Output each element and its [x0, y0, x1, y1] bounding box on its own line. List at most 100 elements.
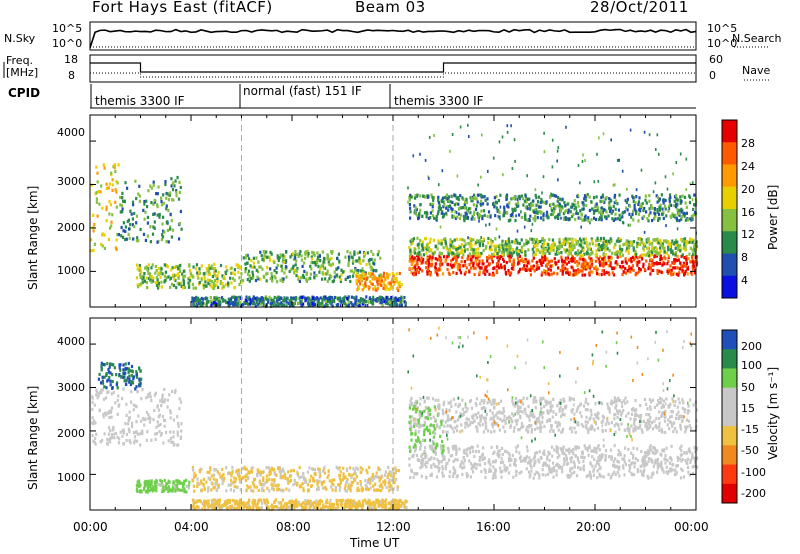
velocity-cell-r4	[693, 446, 696, 450]
power-cell-r6	[420, 248, 423, 252]
velocity-cell-r3	[219, 475, 222, 479]
power-cell-r5	[647, 267, 650, 271]
power-cell-r5	[598, 255, 602, 259]
power-cell-r5	[656, 269, 659, 273]
power-cell-r6	[474, 242, 477, 246]
velocity-cell-r2	[146, 488, 149, 492]
power-cell-r5	[645, 259, 648, 263]
velocity-cell-r0	[177, 443, 180, 447]
power-scatter-cell	[515, 214, 517, 218]
power-cell-r5	[603, 272, 606, 276]
power-scatter-cell	[690, 217, 693, 221]
velocity-cell-r0	[129, 400, 133, 404]
power-cell-r5	[505, 261, 508, 265]
power-cell-r5	[572, 269, 575, 273]
power-cell-r2	[154, 264, 157, 269]
power-cell-r5	[495, 262, 499, 266]
power-cell-r7	[577, 216, 580, 220]
velocity-cell-r4	[682, 475, 686, 479]
velocity-cell-r0	[110, 433, 113, 437]
velocity-cell-r0	[159, 399, 162, 403]
power-cell-r2	[141, 277, 144, 281]
power-cell-r0	[97, 190, 100, 194]
power-cell-r8	[352, 303, 355, 307]
power-cell-r8	[404, 301, 407, 305]
power-cell-r3	[319, 259, 322, 263]
velocity-cell-r2	[169, 488, 172, 492]
power-cell-r6	[596, 236, 599, 240]
power-cell-r7	[556, 215, 560, 219]
velocity-cell-r3	[272, 488, 275, 492]
power-cell-r1	[167, 240, 170, 244]
power-cell-r1	[144, 238, 147, 242]
power-scatter-cell	[534, 188, 537, 192]
velocity-cell-r4	[447, 447, 450, 451]
power-cell-r7	[450, 194, 453, 198]
power-cell-r7	[669, 195, 672, 199]
power-cell-r7	[536, 211, 539, 215]
power-cell-r2	[210, 285, 213, 289]
power-cell-r2	[213, 279, 216, 283]
power-cell-r2	[198, 270, 201, 274]
power-cell-r8	[386, 302, 389, 306]
power-cell-r3	[351, 274, 355, 278]
velocity-cell-r3	[239, 480, 242, 484]
power-cell-r4	[389, 286, 393, 290]
power-cell-r3	[261, 267, 264, 271]
power-cell-r3	[309, 272, 312, 276]
power-cell-r3	[361, 267, 364, 271]
power-cell-r6	[582, 237, 585, 241]
power-cell-r5	[560, 258, 563, 262]
power-cell-r8	[251, 302, 254, 306]
velocity-cell-r3	[344, 489, 347, 493]
power-cell-r7	[614, 199, 618, 203]
velocity-cell-r0	[100, 390, 103, 394]
power-cell-r5	[690, 256, 694, 260]
power-cell-r7	[462, 206, 465, 210]
velocity-cell-r0	[163, 398, 166, 402]
power-cell-r3	[362, 259, 365, 263]
nsky-trace	[89, 28, 697, 49]
power-cell-r5	[421, 260, 424, 264]
power-cell-r7	[511, 196, 514, 201]
velocity-cell-r3	[271, 487, 274, 491]
power-cell-r7	[590, 207, 594, 211]
power-cell-r3	[280, 264, 283, 268]
power-cell-r6	[531, 241, 534, 245]
velocity-cell-r0	[101, 388, 104, 392]
velocity-cell-r3	[355, 466, 358, 470]
power-cell-r5	[690, 272, 693, 276]
power-cell-r7	[472, 203, 475, 207]
velocity-cell-r0	[93, 419, 96, 423]
velocity-cell-r4	[429, 473, 432, 477]
power-scatter-cell	[584, 159, 586, 162]
power-cell-r7	[457, 202, 460, 206]
power-cell-r4	[397, 288, 400, 292]
power-cell-r1	[138, 184, 141, 188]
power-cell-r8	[401, 299, 404, 303]
velocity-cell-r0	[136, 390, 139, 394]
power-cell-r6	[565, 239, 568, 243]
velocity-cell-r4	[687, 470, 690, 474]
power-cell-r5	[464, 270, 467, 274]
power-cell-r3	[305, 271, 308, 275]
power-cell-r2	[217, 270, 220, 274]
power-cell-r6	[558, 240, 561, 244]
power-cell-r6	[447, 252, 450, 256]
power-cell-r3	[354, 268, 357, 272]
power-cell-r7	[613, 201, 616, 205]
power-cell-r5	[427, 258, 430, 262]
velocity-cell-r4	[472, 465, 476, 469]
power-cell-r6	[467, 242, 470, 246]
power-cell-r5	[632, 268, 635, 272]
velocity-cell-r0	[143, 423, 146, 427]
velocity-cell-r0	[178, 407, 181, 411]
power-cell-r5	[543, 258, 547, 262]
power-cell-r5	[437, 257, 440, 261]
velocity-cell-r3	[243, 465, 246, 469]
power-scatter-cell	[552, 193, 554, 197]
velocity-cell-r3	[391, 474, 394, 478]
power-cell-r7	[443, 203, 446, 207]
velocity-cell-r4	[565, 456, 568, 460]
power-cell-r8	[398, 304, 401, 308]
